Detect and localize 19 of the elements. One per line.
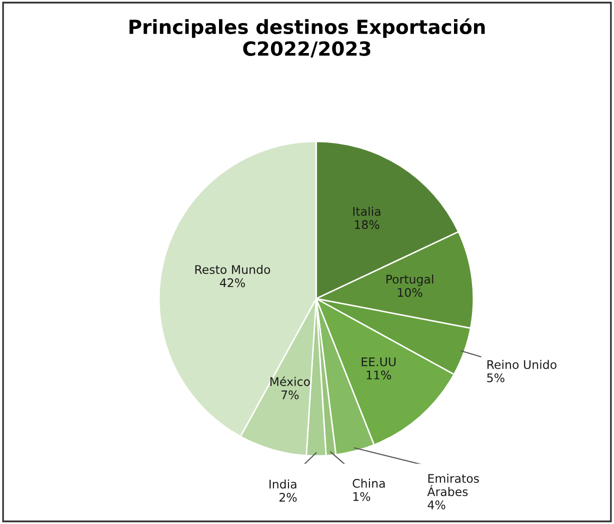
data-label: 11% xyxy=(366,370,392,380)
slice-label: India xyxy=(270,479,296,489)
slice-label: Resto Mundo xyxy=(195,264,270,274)
slice-label: Portugal xyxy=(386,274,434,286)
slice-label: México xyxy=(270,376,310,386)
data-label: 5% xyxy=(487,373,504,382)
data-label: 1% xyxy=(353,492,370,502)
data-label: 2% xyxy=(279,492,297,502)
data-label: 42% xyxy=(220,278,245,288)
data-label: 7% xyxy=(282,390,299,400)
slice-label: China xyxy=(352,478,385,488)
slice-label: Italia xyxy=(353,206,380,216)
slice-label: EE.UU xyxy=(362,357,396,366)
data-label: 10% xyxy=(398,288,422,297)
chart-title: Principales destinos Exportación C2022/2023 xyxy=(130,18,485,58)
data-label: 4% xyxy=(428,500,446,510)
slice-label: Reino Unido xyxy=(487,360,556,370)
data-label: 18% xyxy=(354,220,380,230)
slice-label: Emiratos Árabes xyxy=(427,474,479,496)
